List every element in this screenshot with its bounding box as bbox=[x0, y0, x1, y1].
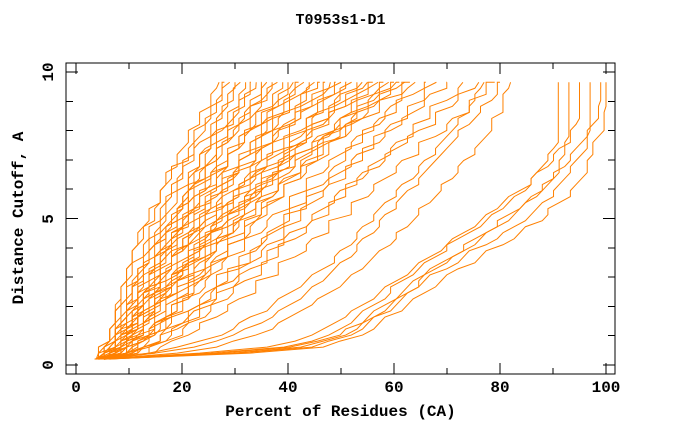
model-curve bbox=[104, 81, 500, 360]
model-curve bbox=[98, 82, 580, 360]
model-curve bbox=[94, 81, 410, 360]
model-curve bbox=[103, 81, 268, 360]
model-curve bbox=[109, 81, 416, 360]
model-curve bbox=[104, 82, 607, 360]
axis-ticks bbox=[66, 63, 615, 374]
model-curves bbox=[94, 81, 607, 360]
model-curve bbox=[98, 81, 363, 360]
model-curve bbox=[109, 82, 602, 360]
model-curve bbox=[95, 81, 373, 360]
model-curve bbox=[104, 81, 368, 360]
model-curve bbox=[104, 82, 591, 360]
model-curve bbox=[103, 81, 241, 360]
model-curve bbox=[99, 82, 273, 360]
x-tick-label: 40 bbox=[278, 379, 298, 397]
model-curve bbox=[95, 81, 320, 360]
model-curve bbox=[100, 81, 225, 360]
model-curve bbox=[104, 82, 570, 360]
x-tick-label: 60 bbox=[384, 379, 404, 397]
model-curve bbox=[109, 81, 379, 360]
x-axis-label: Percent of Residues (CA) bbox=[225, 403, 456, 421]
model-curve bbox=[95, 82, 284, 360]
x-tick-label: 0 bbox=[71, 379, 81, 397]
model-curve bbox=[104, 81, 400, 360]
model-curve bbox=[100, 81, 347, 360]
y-tick-label: 5 bbox=[40, 213, 58, 224]
model-curve bbox=[99, 81, 426, 360]
model-curve bbox=[96, 81, 448, 360]
model-curve bbox=[102, 81, 384, 360]
model-curve bbox=[98, 81, 485, 360]
model-curve bbox=[102, 82, 310, 360]
model-curve bbox=[103, 81, 405, 360]
model-curve bbox=[96, 82, 358, 360]
chart-title: T0953s1-D1 bbox=[295, 12, 386, 29]
x-tick-label: 100 bbox=[591, 379, 621, 397]
y-tick-label: 10 bbox=[40, 62, 58, 82]
model-curve bbox=[104, 82, 559, 360]
model-curve bbox=[109, 81, 352, 360]
model-curve bbox=[97, 82, 220, 360]
model-curve bbox=[104, 81, 262, 360]
model-curve bbox=[109, 81, 437, 360]
model-curve bbox=[106, 81, 336, 360]
model-curve bbox=[104, 81, 495, 360]
model-curve bbox=[104, 82, 512, 360]
x-tick-label: 20 bbox=[172, 379, 192, 397]
x-tick-label: 80 bbox=[490, 379, 510, 397]
model-curve bbox=[97, 81, 305, 360]
model-curve bbox=[103, 82, 289, 360]
y-tick-label: 0 bbox=[40, 360, 58, 370]
model-curve bbox=[103, 81, 342, 360]
model-curve bbox=[98, 81, 480, 360]
plot-frame bbox=[65, 62, 616, 375]
